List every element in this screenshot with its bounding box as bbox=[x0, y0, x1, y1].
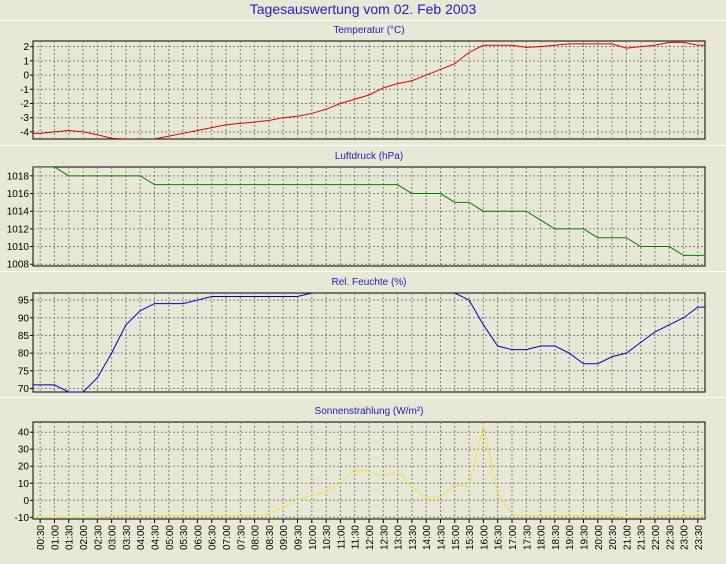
x-tick-label: 07:00 bbox=[222, 525, 233, 550]
x-tick-label: 04:30 bbox=[151, 525, 162, 550]
x-tick-label: 12:30 bbox=[379, 525, 390, 550]
panel-separator bbox=[0, 145, 726, 146]
x-tick-label: 18:00 bbox=[537, 525, 548, 550]
x-tick-label: 12:00 bbox=[365, 525, 376, 550]
y-tick-label: 0 bbox=[23, 496, 29, 507]
y-tick-label: 85 bbox=[18, 331, 30, 342]
y-tick-label: 90 bbox=[18, 313, 30, 324]
series-line bbox=[33, 41, 705, 139]
y-tick-label: -2 bbox=[20, 99, 29, 110]
panel-separator bbox=[0, 20, 726, 21]
y-tick-label: 1 bbox=[23, 56, 29, 67]
x-tick-label: 23:00 bbox=[680, 525, 691, 550]
y-tick-label: 75 bbox=[18, 366, 30, 377]
x-tick-label: 17:00 bbox=[508, 525, 519, 550]
x-tick-label: 01:30 bbox=[65, 525, 76, 550]
y-tick-label: 80 bbox=[18, 349, 30, 360]
x-tick-label: 02:30 bbox=[93, 525, 104, 550]
x-tick-label: 10:30 bbox=[322, 525, 333, 550]
x-tick-label: 09:30 bbox=[294, 525, 305, 550]
x-tick-label: 03:30 bbox=[122, 525, 133, 550]
y-tick-label: 40 bbox=[18, 428, 30, 439]
panel-separator bbox=[0, 271, 726, 272]
y-tick-label: 1008 bbox=[7, 260, 30, 271]
y-tick-label: -1 bbox=[20, 85, 29, 96]
x-tick-label: 16:30 bbox=[494, 525, 505, 550]
series-line bbox=[33, 167, 705, 256]
x-tick-label: 22:30 bbox=[665, 525, 676, 550]
x-tick-label: 18:30 bbox=[551, 525, 562, 550]
y-tick-label: 1012 bbox=[7, 224, 30, 235]
x-tick-label: 15:00 bbox=[451, 525, 462, 550]
y-tick-label: -3 bbox=[20, 113, 29, 124]
chart-title: Sonnenstrahlung (W/m²) bbox=[315, 406, 424, 417]
x-tick-label: 20:30 bbox=[608, 525, 619, 550]
y-tick-label: -4 bbox=[20, 127, 29, 138]
x-tick-label: 01:00 bbox=[50, 525, 61, 550]
y-tick-label: 1010 bbox=[7, 242, 30, 253]
panel-separator bbox=[0, 397, 726, 398]
x-tick-label: 11:00 bbox=[336, 525, 347, 550]
x-tick-label: 05:30 bbox=[179, 525, 190, 550]
page-title: Tagesauswertung vom 02. Feb 2003 bbox=[249, 1, 477, 17]
y-tick-label: 20 bbox=[18, 462, 30, 473]
series-line bbox=[33, 293, 705, 392]
x-tick-label: 13:00 bbox=[394, 525, 405, 550]
y-tick-label: 10 bbox=[18, 479, 30, 490]
x-tick-label: 19:30 bbox=[579, 525, 590, 550]
x-tick-label: 14:00 bbox=[422, 525, 433, 550]
x-tick-label: 14:30 bbox=[436, 525, 447, 550]
series-line bbox=[33, 425, 705, 518]
x-tick-label: 20:00 bbox=[594, 525, 605, 550]
y-tick-label: 30 bbox=[18, 445, 30, 456]
x-tick-label: 16:00 bbox=[479, 525, 490, 550]
x-tick-label: 00:30 bbox=[36, 525, 47, 550]
x-tick-label: 05:00 bbox=[165, 525, 176, 550]
y-tick-label: 2 bbox=[23, 42, 29, 53]
x-tick-label: 08:30 bbox=[265, 525, 276, 550]
y-tick-label: -10 bbox=[15, 513, 30, 524]
x-tick-label: 15:30 bbox=[465, 525, 476, 550]
x-tick-label: 21:00 bbox=[622, 525, 633, 550]
x-tick-label: 06:30 bbox=[208, 525, 219, 550]
x-tick-label: 09:00 bbox=[279, 525, 290, 550]
x-tick-label: 04:00 bbox=[136, 525, 147, 550]
y-tick-label: 70 bbox=[18, 384, 30, 395]
x-tick-label: 07:30 bbox=[236, 525, 247, 550]
x-tick-label: 10:00 bbox=[308, 525, 319, 550]
y-tick-label: 95 bbox=[18, 296, 30, 307]
chart-title: Rel. Feuchte (%) bbox=[331, 277, 406, 288]
x-tick-label: 23:30 bbox=[694, 525, 705, 550]
x-tick-label: 19:00 bbox=[565, 525, 576, 550]
x-tick-label: 21:30 bbox=[637, 525, 648, 550]
y-tick-label: 0 bbox=[23, 71, 29, 82]
x-tick-label: 13:30 bbox=[408, 525, 419, 550]
x-tick-label: 22:00 bbox=[651, 525, 662, 550]
x-tick-label: 11:30 bbox=[351, 525, 362, 550]
y-tick-label: 1014 bbox=[7, 207, 30, 218]
chart-title: Luftdruck (hPa) bbox=[335, 151, 403, 162]
x-tick-label: 02:00 bbox=[79, 525, 90, 550]
x-tick-label: 08:00 bbox=[251, 525, 262, 550]
x-tick-label: 06:00 bbox=[193, 525, 204, 550]
y-tick-label: 1016 bbox=[7, 189, 30, 200]
chart-title: Temperatur (°C) bbox=[333, 25, 404, 36]
x-tick-label: 03:00 bbox=[108, 525, 119, 550]
y-tick-label: 1018 bbox=[7, 171, 30, 182]
x-tick-label: 17:30 bbox=[522, 525, 533, 550]
